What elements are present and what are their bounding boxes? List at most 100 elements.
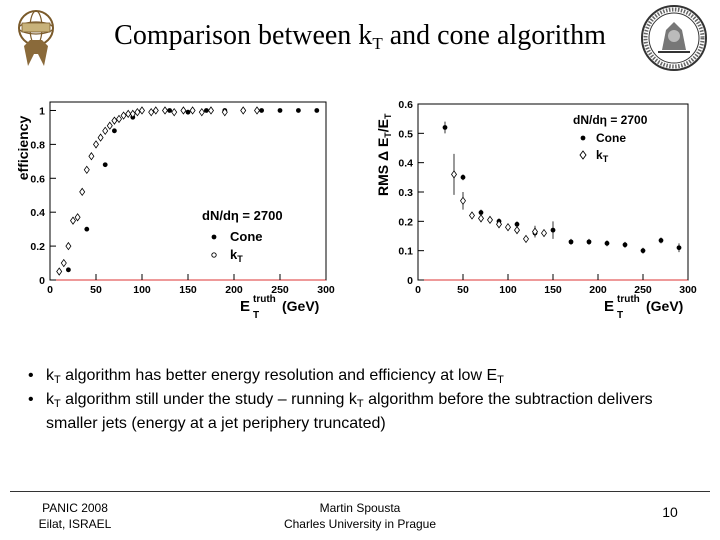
data-point-kt [120, 111, 127, 120]
y-tick-label: 0.8 [30, 139, 45, 151]
resolution-chart: RMS Δ ET/ET 0 50 100 150 200 250 300 0 0.1 0.2 0.3… [375, 99, 697, 321]
x-axis-label: E T truth (GeV) [604, 294, 683, 321]
data-point-cone [314, 108, 320, 113]
y-tick-label: 0.4 [30, 207, 45, 219]
legend-marker-cone [211, 234, 217, 240]
y-tick-label: 0 [39, 275, 45, 287]
plot-frame [49, 101, 327, 281]
data-point-kt [496, 220, 502, 229]
data-point-kt [152, 106, 159, 115]
x-tick-label: 0 [415, 284, 421, 296]
data-point-kt [451, 170, 457, 179]
x-axis-title-unit: (GeV) [646, 298, 683, 314]
x-tick-label: 300 [317, 284, 335, 296]
data-point-cone [102, 162, 108, 168]
data-point-cone [604, 240, 610, 246]
data-point-kt [523, 234, 529, 244]
footer-author: Martin Spousta Charles University in Pra… [283, 501, 437, 531]
x-axis-label: E T truth (GeV) [240, 294, 319, 321]
legend: dN/dη = 2700 Cone kT [573, 113, 648, 164]
legend-marker-cone [580, 135, 586, 141]
data-point-kt [129, 109, 136, 119]
y-axis-label: efficiency [15, 115, 31, 180]
data-point-cone [550, 227, 556, 233]
data-point-cone [259, 108, 264, 113]
y-tick-label: 0.3 [398, 187, 413, 199]
x-tick-label: 100 [133, 284, 151, 296]
data-point-kt [254, 106, 260, 115]
legend-label-cone: Cone [230, 229, 263, 244]
y-tick-label: 0 [407, 275, 413, 287]
data-point-kt [70, 216, 76, 225]
data-point-cone [296, 108, 301, 113]
data-point-kt [180, 106, 187, 115]
x-axis-title-sub: T [617, 310, 623, 321]
data-point-kt [79, 187, 86, 197]
data-point-kt [532, 227, 538, 236]
x-axis-title-main: E [240, 298, 250, 315]
x-tick-label: 0 [47, 284, 53, 296]
x-tick-label: 150 [179, 284, 197, 296]
x-axis-title-sup: truth [617, 294, 640, 305]
x-tick-label: 300 [679, 284, 697, 296]
data-point-cone [478, 210, 484, 215]
data-point-kt [162, 106, 168, 115]
x-axis-title-main: E [604, 298, 614, 315]
data-point-cone [66, 267, 71, 273]
x-tick-label: 50 [457, 284, 469, 296]
bullet-list: • kT algorithm has better energy resolut… [24, 366, 704, 434]
data-point-kt [189, 106, 196, 115]
data-point-cone [185, 109, 191, 115]
data-point-cone [167, 108, 173, 113]
footer-conference: PANIC 2008 Eilat, ISRAEL [38, 501, 112, 531]
legend-title: dN/dη = 2700 [202, 208, 283, 223]
data-point-kt [487, 215, 493, 225]
data-point-cone [658, 238, 664, 243]
x-tick-label: 250 [271, 284, 289, 296]
legend: dN/dη = 2700 Cone kT [202, 208, 283, 264]
data-point-kt [106, 121, 113, 130]
data-point-kt [111, 116, 118, 125]
data-point-kt [505, 223, 511, 232]
y-tick-label: 0.6 [30, 173, 45, 185]
legend-marker-kt [211, 252, 217, 258]
data-point-kt [83, 165, 90, 174]
y-tick-label: 1 [39, 105, 45, 117]
data-point-cone [586, 239, 592, 245]
y-tick-label: 0.4 [398, 158, 413, 170]
data-point-kt [478, 214, 484, 223]
footer-divider [10, 491, 710, 492]
data-point-kt [171, 107, 178, 117]
efficiency-chart: efficiency 0 50 100 150 200 250 300 0 0.2 0.4 0.6 0… [15, 101, 335, 321]
plot-frame [417, 103, 689, 281]
data-point-kt [134, 107, 141, 117]
data-point-kt [60, 258, 67, 268]
data-point-kt [116, 114, 122, 124]
data-point-kt [514, 225, 520, 235]
x-tick-label: 100 [499, 284, 517, 296]
x-tick-label: 50 [90, 284, 102, 296]
data-point-kt [139, 106, 145, 115]
data-point-kt [74, 213, 81, 222]
legend-label-kt: kT [230, 247, 243, 264]
legend-label-kt: kT [596, 148, 609, 164]
y-tick-label: 0.1 [398, 246, 413, 258]
data-point-cone [442, 125, 448, 130]
x-tick-label: 200 [225, 284, 243, 296]
data-point-kt [93, 140, 99, 149]
atlas-logo [18, 10, 54, 66]
data-point-kt [541, 228, 547, 238]
data-point-kt [208, 106, 214, 115]
y-tick-label: 0.2 [398, 216, 413, 228]
legend-marker-kt [579, 150, 587, 160]
data-point-kt [56, 267, 63, 276]
bullet-dot-icon: • [28, 391, 34, 408]
bullet-item: • kT algorithm still under the study – r… [28, 391, 653, 432]
data-point-kt [240, 106, 247, 115]
bullet-item: • kT algorithm has better energy resolut… [28, 367, 504, 386]
data-point-kt [221, 107, 228, 117]
data-point-kt [65, 241, 72, 251]
legend-title: dN/dη = 2700 [573, 113, 648, 127]
data-point-cone [84, 226, 90, 232]
page-number: 10 [662, 504, 678, 520]
